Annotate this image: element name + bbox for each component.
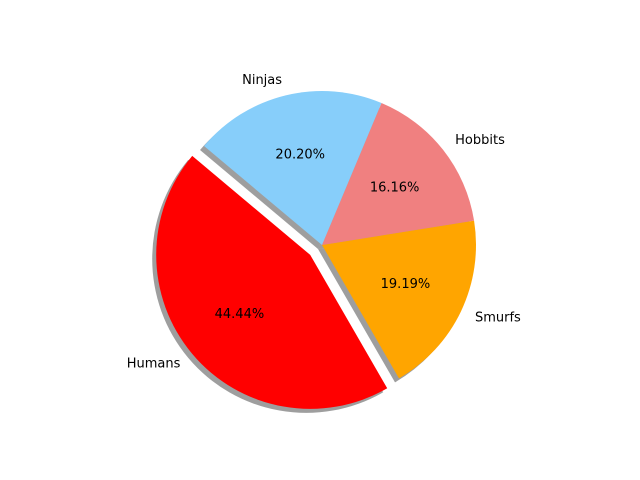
- slice-percent-humans: 44.44%: [215, 307, 265, 322]
- slice-labels: Humans 44.44% Smurfs 19.19% Hobbits 16.16% Nin…: [127, 73, 521, 371]
- slice-percent-ninjas: 20.20%: [275, 148, 325, 163]
- slice-label-humans: Humans: [127, 356, 181, 371]
- pie-slice-ninjas: [204, 90, 382, 245]
- slice-label-smurfs: Smurfs: [475, 310, 521, 325]
- pie-slice-humans: [156, 155, 388, 409]
- pie-slices: [156, 90, 476, 409]
- slice-label-ninjas: Ninjas: [242, 73, 282, 88]
- slice-percent-smurfs: 19.19%: [381, 277, 431, 292]
- slice-label-hobbits: Hobbits: [455, 133, 505, 148]
- pie-slice-smurfs: [322, 220, 476, 379]
- pie-slice-hobbits: [322, 102, 475, 246]
- slice-percent-hobbits: 16.16%: [370, 180, 420, 195]
